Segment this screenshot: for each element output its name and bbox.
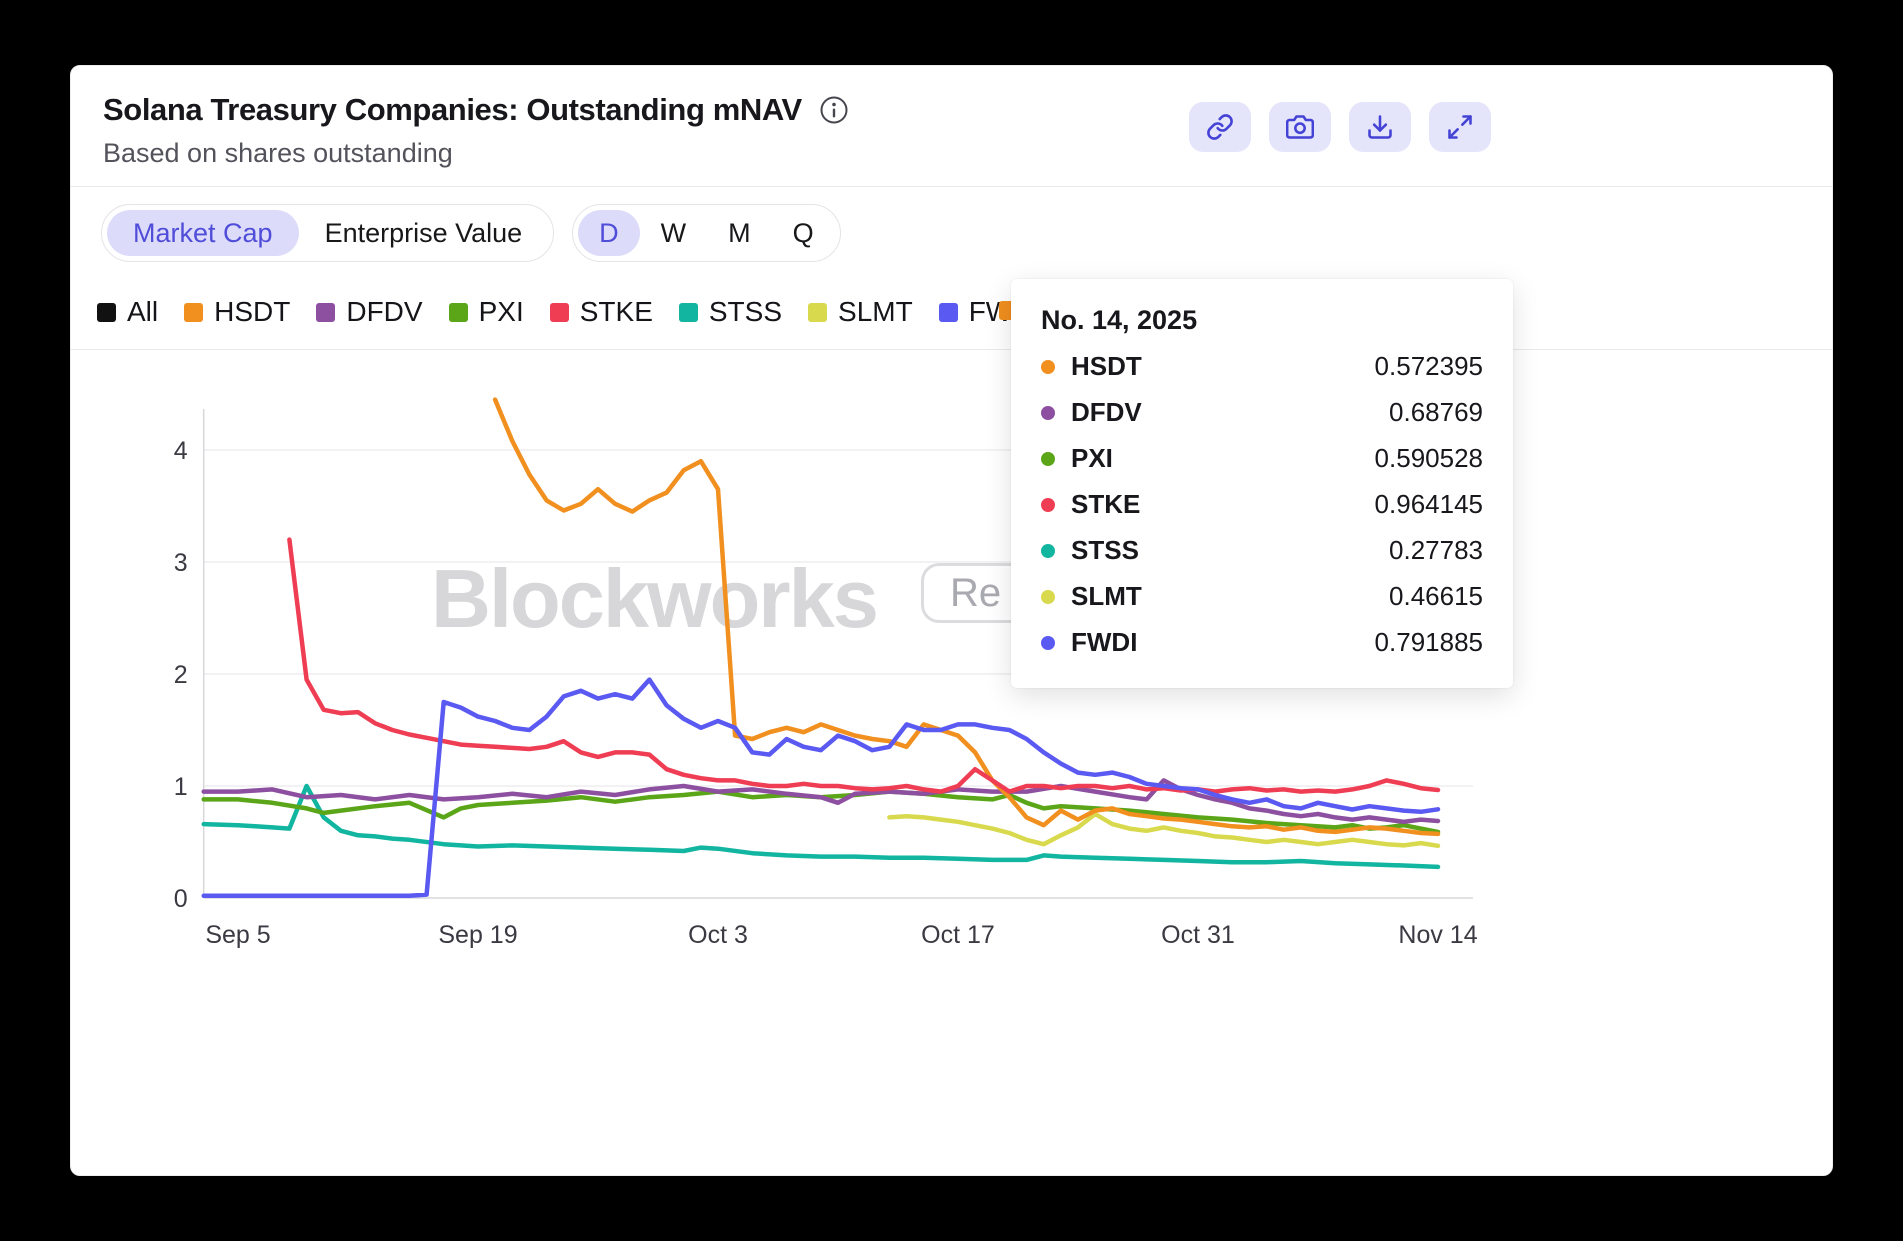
controls-row: Market Cap Enterprise Value D W M Q bbox=[101, 204, 841, 262]
series-line-fwdi[interactable] bbox=[201, 677, 1441, 899]
page-title: Solana Treasury Companies: Outstanding m… bbox=[103, 92, 802, 127]
tooltip-series-name: HSDT bbox=[1071, 351, 1142, 381]
tooltip-series-value: 0.791885 bbox=[1374, 627, 1483, 657]
legend: AllHSDTDFDVPXISTKESTSSSLMTFWDI bbox=[97, 296, 1040, 328]
tooltip-row-fwdi: FWDI 0.791885 bbox=[1041, 627, 1483, 658]
watermark-research-button: Re bbox=[921, 563, 1091, 623]
interval-q[interactable]: Q bbox=[792, 217, 814, 248]
y-tick-label: 1 bbox=[174, 773, 188, 801]
interval-toggle-group: D W M Q bbox=[572, 204, 841, 262]
link-icon bbox=[1207, 114, 1233, 140]
series-line-stke[interactable] bbox=[287, 537, 1441, 794]
y-tick-label: 0 bbox=[174, 885, 188, 913]
expand-icon bbox=[1448, 115, 1472, 139]
x-tick-label: Sep 5 bbox=[205, 921, 270, 949]
tooltip-series-value: 0.590528 bbox=[1374, 443, 1483, 473]
tooltip-dot bbox=[1041, 451, 1055, 466]
tooltip-series-name: STKE bbox=[1071, 489, 1141, 519]
camera-icon bbox=[1286, 115, 1314, 139]
legend-swatch bbox=[678, 302, 698, 322]
series-line-dfdv[interactable] bbox=[201, 778, 1441, 825]
legend-swatch bbox=[184, 302, 204, 322]
tooltip-dot bbox=[1041, 359, 1055, 374]
legend-item-stke[interactable]: STKE bbox=[549, 296, 653, 328]
watermark: Blockworks bbox=[431, 552, 879, 645]
tooltip-series-name: FWDI bbox=[1071, 627, 1138, 657]
tooltip-row-dfdv: DFDV 0.68769 bbox=[1041, 397, 1483, 428]
header-divider bbox=[71, 186, 1832, 187]
tooltip-date: No. 14, 2025 bbox=[1041, 305, 1198, 335]
legend-item-dfdv[interactable]: DFDV bbox=[316, 296, 423, 328]
series-line-hsdt[interactable] bbox=[492, 397, 1441, 837]
tooltip-series-name: STSS bbox=[1071, 535, 1139, 565]
action-buttons bbox=[1189, 102, 1491, 152]
legend-swatch bbox=[97, 302, 116, 322]
chart-card: Solana Treasury Companies: Outstanding m… bbox=[70, 65, 1833, 1176]
tooltip-series-value: 0.68769 bbox=[1389, 397, 1483, 427]
screenshot-button[interactable] bbox=[1269, 102, 1331, 152]
chart-subtitle: Based on shares outstanding bbox=[103, 138, 453, 168]
legend-item-hsdt[interactable]: HSDT bbox=[184, 296, 290, 328]
y-tick-label: 3 bbox=[174, 549, 188, 577]
tooltip-row-slmt: SLMT 0.46615 bbox=[1041, 581, 1483, 612]
toggle-market-cap[interactable]: Market Cap bbox=[107, 210, 299, 256]
legend-divider bbox=[71, 349, 1832, 350]
legend-swatch bbox=[448, 302, 468, 322]
legend-item-pxi[interactable]: PXI bbox=[448, 296, 524, 328]
info-icon[interactable] bbox=[818, 94, 850, 126]
tooltip-row-hsdt: HSDT 0.572395 bbox=[1041, 351, 1483, 382]
tooltip-row-pxi: PXI 0.590528 bbox=[1041, 443, 1483, 474]
x-tick-label: Sep 19 bbox=[438, 921, 517, 949]
legend-swatch bbox=[316, 302, 336, 322]
legend-label: STKE bbox=[579, 296, 653, 327]
header: Solana Treasury Companies: Outstanding m… bbox=[103, 92, 850, 169]
download-button[interactable] bbox=[1349, 102, 1411, 152]
legend-label: DFDV bbox=[346, 296, 423, 327]
expand-button[interactable] bbox=[1429, 102, 1491, 152]
x-tick-label: Oct 3 bbox=[688, 921, 748, 949]
tooltip-dot bbox=[1041, 543, 1055, 558]
tooltip-series-value: 0.46615 bbox=[1389, 581, 1483, 611]
legend-item-stss[interactable]: STSS bbox=[678, 296, 783, 328]
tooltip-dot bbox=[1041, 405, 1055, 420]
tooltip-series-name: SLMT bbox=[1071, 581, 1142, 611]
legend-label: HSDT bbox=[214, 296, 291, 327]
tooltip-row-stss: STSS 0.27783 bbox=[1041, 535, 1483, 566]
legend-label: All bbox=[127, 296, 159, 327]
tooltip-dot bbox=[1041, 497, 1055, 512]
legend-swatch bbox=[549, 302, 569, 322]
series-line-slmt[interactable] bbox=[887, 811, 1441, 849]
legend-label: STSS bbox=[708, 296, 783, 327]
legend-item-slmt[interactable]: SLMT bbox=[808, 296, 913, 328]
chart-area[interactable]: Blockworks Re 0 1 2 3 4 Sep 5 Sep 19 Oct 3 Oct 1… bbox=[81, 391, 1521, 1021]
tooltip-dot bbox=[1041, 635, 1055, 650]
tooltip-series-value: 0.572395 bbox=[1374, 351, 1483, 381]
tooltip-series-name: PXI bbox=[1071, 443, 1113, 473]
tooltip-series-value: 0.964145 bbox=[1374, 489, 1483, 519]
legend-swatch bbox=[938, 302, 958, 322]
x-tick-label: Oct 31 bbox=[1161, 921, 1235, 949]
x-tick-label: Nov 14 bbox=[1398, 921, 1477, 949]
download-icon bbox=[1368, 115, 1392, 139]
x-tick-label: Oct 17 bbox=[921, 921, 995, 949]
tooltip-series-name: DFDV bbox=[1071, 397, 1142, 427]
series-line-stss[interactable] bbox=[201, 783, 1441, 870]
share-link-button[interactable] bbox=[1189, 102, 1251, 152]
chart-tooltip: No. 14, 2025 HSDT 0.572395 DFDV 0.68769 PXI 0… bbox=[1011, 279, 1513, 688]
interval-d[interactable]: D bbox=[578, 210, 640, 256]
tooltip-dot bbox=[1041, 589, 1055, 604]
legend-label: SLMT bbox=[838, 296, 913, 327]
y-tick-label: 2 bbox=[174, 661, 188, 689]
tooltip-row-stke: STKE 0.964145 bbox=[1041, 489, 1483, 520]
interval-m[interactable]: M bbox=[728, 217, 751, 248]
toggle-enterprise-value[interactable]: Enterprise Value bbox=[324, 217, 523, 248]
legend-label: PXI bbox=[478, 296, 524, 327]
line-chart[interactable]: 0 1 2 3 4 Sep 5 Sep 19 Oct 3 Oct 17 Oct 31 Nov 14 bbox=[81, 391, 1521, 1021]
legend-swatch bbox=[808, 302, 828, 322]
y-tick-label: 4 bbox=[174, 437, 188, 465]
interval-w[interactable]: W bbox=[660, 217, 687, 248]
tooltip-series-value: 0.27783 bbox=[1389, 535, 1483, 565]
legend-item-all[interactable]: All bbox=[97, 296, 158, 328]
value-toggle-group: Market Cap Enterprise Value bbox=[101, 204, 555, 262]
